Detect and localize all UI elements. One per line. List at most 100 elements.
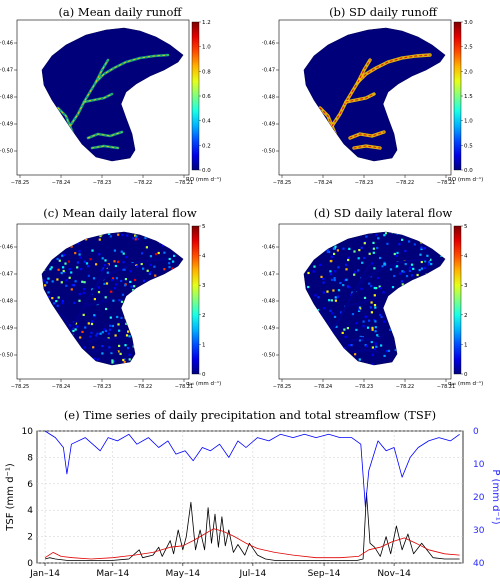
flow-cell [401, 238, 404, 241]
flow-cell [409, 296, 412, 299]
flow-cell [428, 342, 431, 345]
flow-cell [344, 347, 347, 350]
flow-cell [332, 351, 335, 354]
flow-cell [43, 264, 47, 267]
flow-cell [425, 306, 428, 309]
flow-cell [128, 335, 131, 338]
flow-cell [46, 336, 49, 339]
x-tick-label: −78.23 [93, 180, 112, 186]
stream-peak [353, 145, 381, 149]
flow-cell [122, 261, 125, 264]
flow-cell [393, 274, 396, 278]
flow-cell [174, 311, 177, 314]
flow-cell [42, 244, 43, 247]
x-tick-label: −78.25 [273, 180, 292, 186]
flow-cell [48, 232, 51, 234]
flow-cell [120, 250, 123, 253]
flow-cell [82, 288, 86, 291]
map-frame [278, 223, 452, 380]
flow-cell [304, 238, 306, 241]
flow-cell [340, 311, 343, 314]
flow-cell [103, 328, 106, 331]
flow-cell [84, 358, 87, 361]
flow-cell [115, 283, 118, 286]
flow-cell [163, 268, 166, 271]
flow-cell [424, 283, 427, 286]
flow-cell [385, 350, 388, 353]
colorbar-tick-label: 5 [202, 224, 206, 230]
flow-cell [421, 287, 424, 290]
flow-cell [348, 247, 351, 250]
flow-cell [342, 247, 345, 250]
x-tick-label: −78.25 [273, 384, 292, 390]
flow-cell [165, 301, 168, 304]
flow-cell [161, 237, 164, 240]
flow-cell [70, 288, 73, 291]
flow-cell [110, 290, 113, 293]
flow-cell [329, 357, 332, 361]
flow-cell [107, 263, 110, 266]
flow-cell [114, 264, 117, 268]
flow-cell [423, 247, 426, 250]
flow-cell [406, 299, 409, 303]
flow-cell [394, 333, 397, 336]
flow-cell [427, 263, 430, 266]
stream-channel [94, 263, 110, 287]
flow-cell [84, 326, 87, 329]
flow-cell [322, 332, 325, 335]
flow-cell [108, 328, 112, 331]
flow-cell [307, 271, 310, 275]
flow-cell [108, 346, 111, 349]
flow-cell [109, 235, 112, 238]
flow-cell [329, 233, 332, 237]
flow-cell [429, 258, 432, 261]
flow-cell [397, 291, 401, 294]
flow-cell [410, 263, 414, 266]
flow-cell [429, 272, 432, 275]
flow-cell [432, 238, 435, 241]
flow-cell [150, 290, 153, 293]
flow-cell [374, 320, 377, 323]
flow-cell [358, 249, 361, 252]
flow-cell [335, 325, 338, 328]
timeseries-chart: 0 2 4 6 8 10 0 10 20 30 40 Jan–14 Mar–14 May–14 Jul–14… [5, 427, 500, 579]
flow-cell [79, 336, 82, 339]
flow-cell [399, 272, 402, 275]
flow-cell [81, 280, 84, 283]
flow-cell [164, 366, 166, 368]
left-tick-label: 6 [27, 480, 33, 490]
flow-cell [70, 245, 73, 248]
flow-cell [421, 310, 424, 313]
flow-cell [362, 325, 365, 328]
flow-cell [418, 269, 421, 272]
flow-cell [155, 337, 158, 341]
flow-cell [136, 238, 139, 241]
flow-cell [176, 338, 179, 341]
flow-cell [420, 260, 423, 264]
flow-cell [125, 334, 129, 337]
flow-cell [411, 353, 414, 356]
tsf-series-black [44, 492, 460, 561]
flow-cell [403, 348, 406, 351]
flow-cell [51, 297, 54, 300]
flow-cell [321, 352, 324, 355]
flow-cell [180, 299, 183, 302]
flow-cell [443, 232, 445, 233]
flow-cell [148, 272, 151, 275]
flow-cell [180, 304, 183, 307]
colorbar-tick-label: 4 [202, 254, 206, 260]
flow-cell [404, 249, 407, 253]
flow-cell [119, 352, 122, 355]
y-tick-label: −0.47 [262, 272, 275, 278]
flow-cell [111, 279, 114, 282]
colorbar-label: qₗₐₜ (mm d⁻¹) [186, 380, 221, 387]
flow-cell [310, 242, 313, 245]
flow-cell [72, 329, 75, 333]
flow-cell [52, 358, 55, 361]
flow-cell [365, 345, 368, 348]
flow-cell [395, 254, 399, 257]
panel-c-title: (c) Mean daily lateral flow [43, 206, 197, 220]
colorbar-tick-label: 1.5 [464, 94, 473, 100]
flow-cell [61, 358, 64, 361]
flow-cell [96, 358, 99, 361]
